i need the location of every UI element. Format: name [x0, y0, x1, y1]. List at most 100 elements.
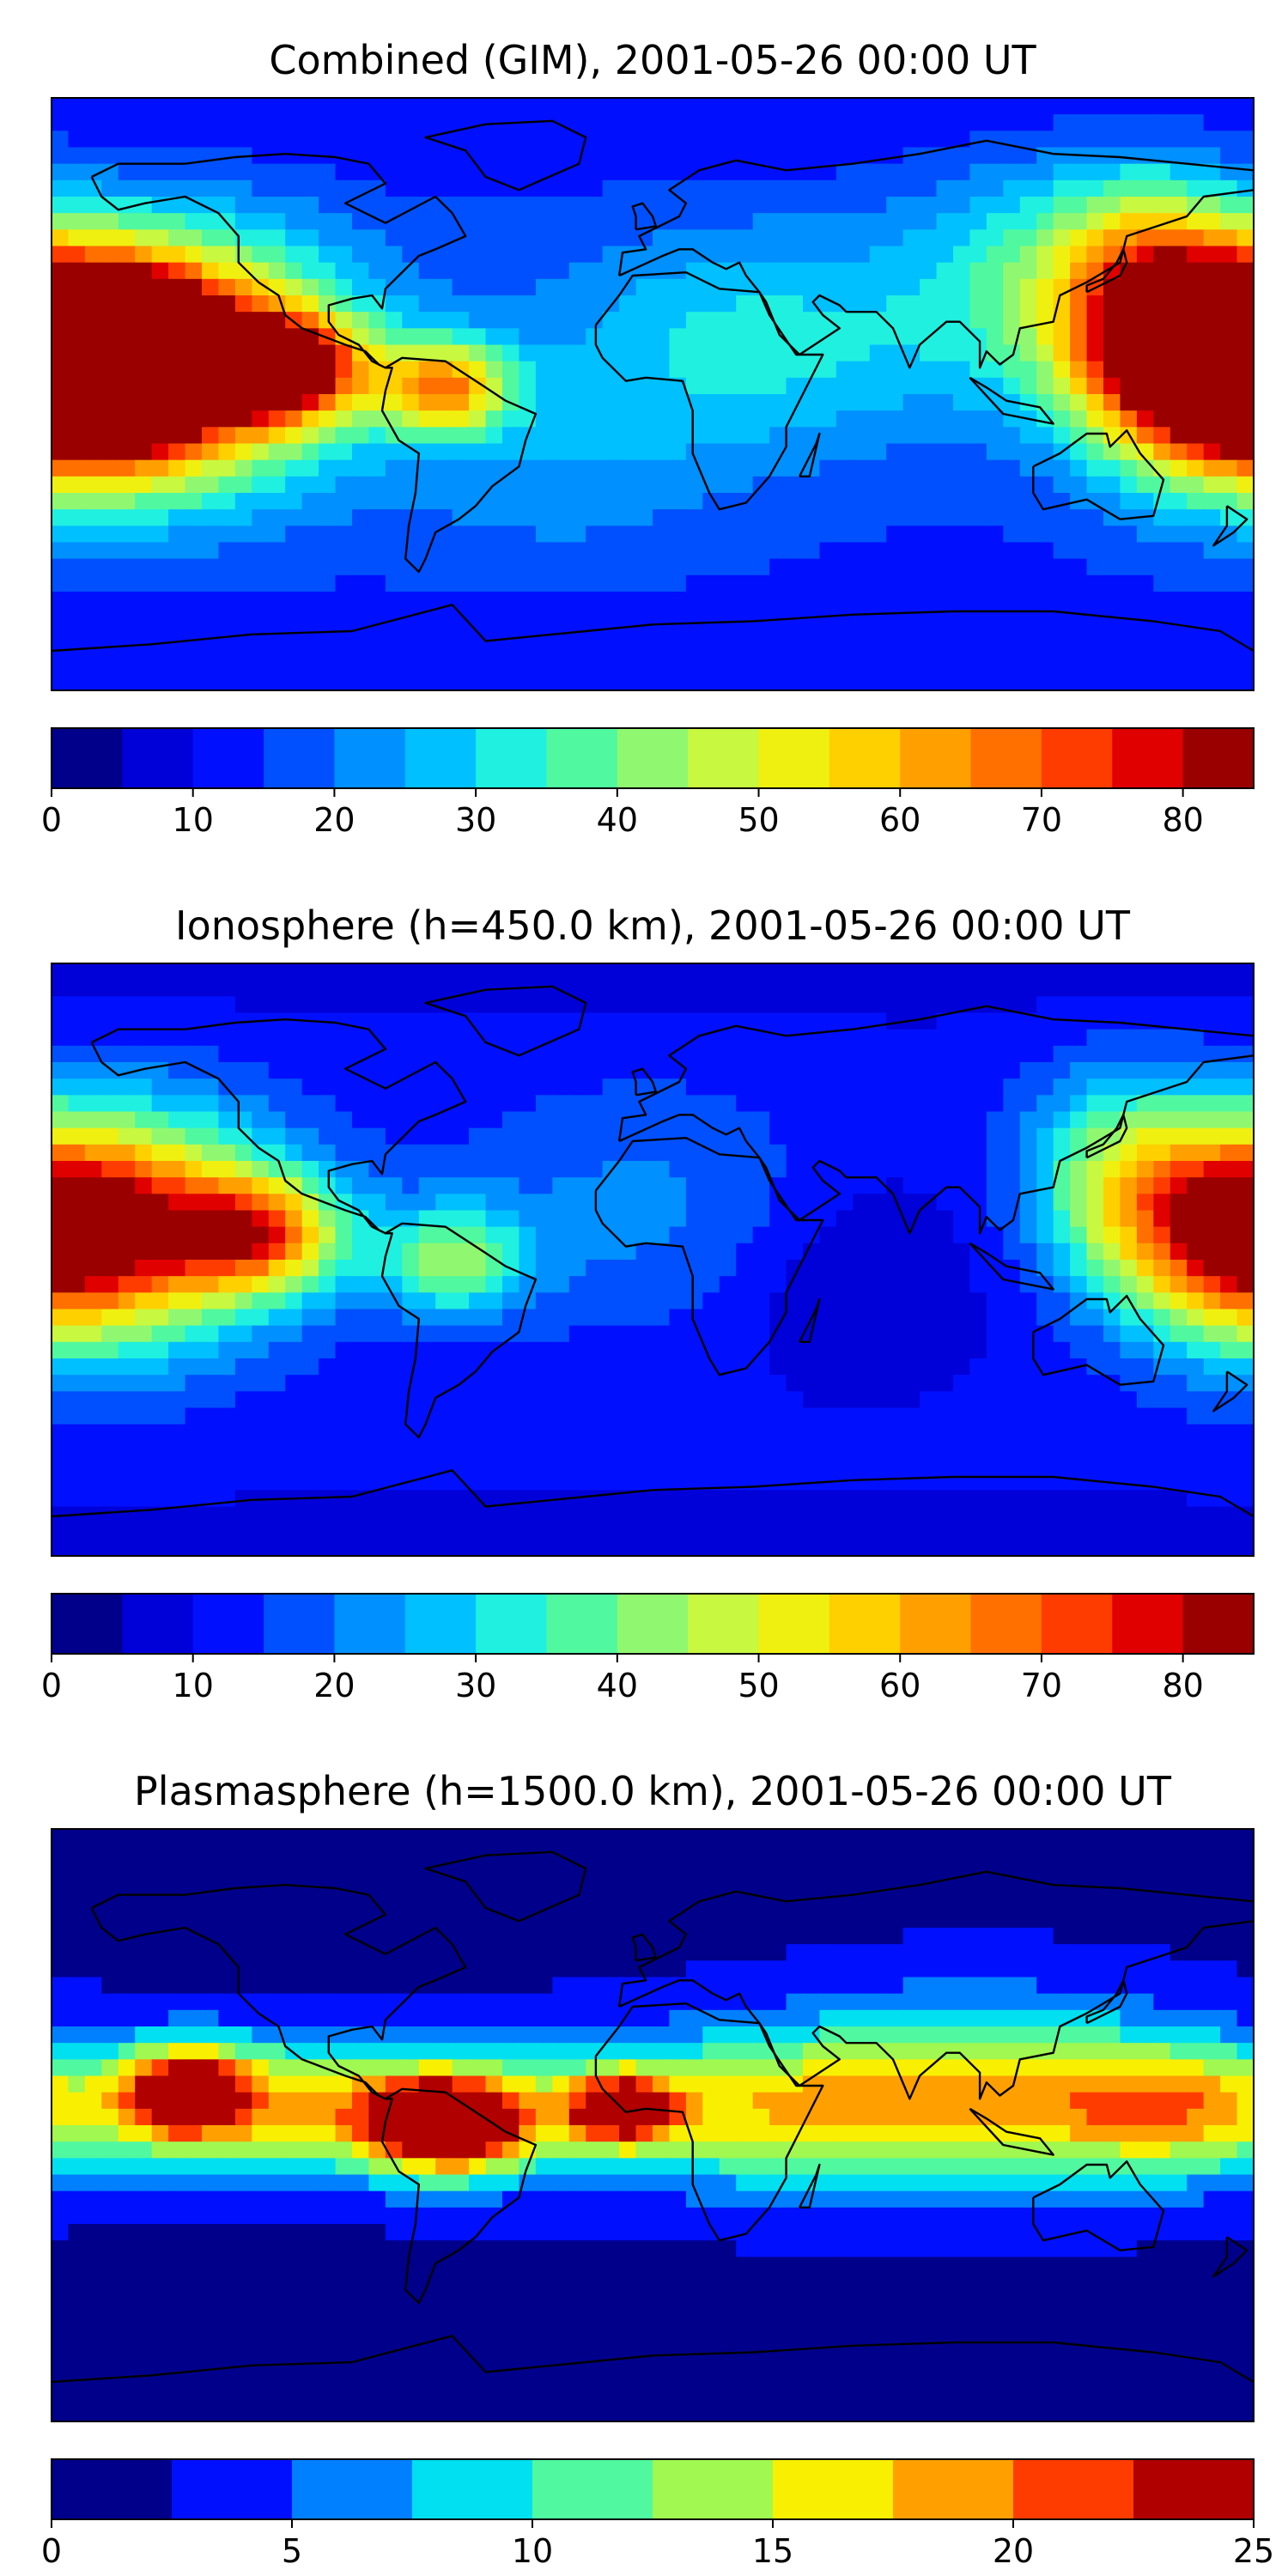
field-cell — [619, 509, 637, 526]
field-cell — [786, 179, 804, 197]
field-cell — [1187, 1309, 1205, 1327]
field-cell — [335, 980, 353, 997]
field-cell — [953, 1078, 971, 1096]
field-cell — [819, 427, 837, 445]
field-cell — [1053, 574, 1071, 592]
field-cell — [268, 459, 286, 477]
field-cell — [185, 1226, 203, 1244]
field-cell — [301, 443, 319, 461]
field-cell — [1120, 1457, 1138, 1474]
field-cell — [52, 1210, 70, 1228]
field-cell — [135, 1111, 153, 1129]
field-cell — [653, 1144, 671, 1162]
field-cell — [920, 229, 938, 247]
field-cell — [385, 558, 403, 576]
field-cell — [902, 278, 920, 296]
field-cell — [402, 1226, 420, 1244]
field-cell — [886, 229, 904, 247]
field-cell — [335, 996, 353, 1014]
field-cell — [1187, 996, 1205, 1014]
field-cell — [1036, 1391, 1054, 1409]
field-cell — [835, 1391, 854, 1409]
field-cell — [669, 526, 687, 544]
field-cell — [803, 476, 821, 494]
field-cell — [920, 1177, 938, 1194]
field-cell — [1136, 1226, 1154, 1244]
field-cell — [886, 592, 904, 609]
field-cell — [853, 344, 871, 362]
field-cell — [118, 592, 136, 609]
field-cell — [669, 980, 687, 997]
colorbar-tick-label: 60 — [879, 801, 920, 839]
field-cell — [1187, 1424, 1205, 1442]
field-cell — [502, 1309, 520, 1327]
field-cell — [234, 1062, 252, 1079]
map-title: Ionosphere (h=450.0 km), 2001-05-26 00:0… — [175, 902, 1131, 949]
field-cell — [335, 163, 353, 181]
field-cell — [234, 163, 252, 181]
field-cell — [52, 673, 70, 690]
field-cell — [902, 1391, 920, 1409]
colorbar-tick-label: 80 — [1162, 801, 1203, 839]
field-cell — [669, 1490, 687, 1508]
field-cell — [319, 608, 337, 625]
field-cell — [669, 996, 687, 1014]
coastline — [380, 356, 538, 574]
field-cell — [1236, 574, 1254, 592]
field-cell — [469, 1440, 487, 1458]
field-cell — [285, 980, 303, 997]
field-cell — [268, 1194, 286, 1212]
field-cell — [301, 246, 319, 264]
field-cell — [769, 179, 787, 197]
field-cell — [202, 1095, 220, 1113]
field-cell — [385, 312, 403, 329]
field-cell — [936, 1260, 954, 1277]
field-cell — [685, 526, 703, 544]
field-cell — [653, 574, 671, 592]
field-cell — [285, 377, 303, 395]
field-cell — [285, 328, 303, 346]
field-cell — [1053, 262, 1071, 280]
field-cell — [502, 1210, 520, 1228]
field-cell — [1003, 542, 1021, 560]
field-cell — [68, 592, 86, 609]
field-cell — [502, 1226, 520, 1244]
field-cell — [1086, 213, 1104, 230]
colorbar-swatch — [334, 728, 406, 788]
field-cell — [602, 1407, 620, 1425]
field-cell — [1136, 312, 1154, 329]
field-cell — [552, 459, 570, 477]
field-cell — [402, 1161, 420, 1178]
field-cell — [185, 509, 203, 526]
field-cell — [301, 1341, 319, 1359]
field-cell — [902, 312, 920, 329]
field-cell — [969, 1407, 987, 1425]
field-cell — [452, 1292, 470, 1310]
field-cell — [586, 641, 604, 659]
field-cell — [368, 1292, 386, 1310]
field-cell — [502, 558, 520, 576]
field-cell — [853, 295, 871, 313]
field-cell — [202, 1029, 220, 1047]
field-cell — [719, 1161, 737, 1178]
field-cell — [920, 1029, 938, 1047]
field-cell — [969, 1309, 987, 1327]
field-cell — [469, 509, 487, 526]
field-cell — [1136, 278, 1154, 296]
field-cell — [586, 1029, 604, 1047]
field-cell — [168, 673, 186, 690]
field-cell — [84, 1045, 102, 1063]
field-cell — [385, 131, 403, 149]
field-cell — [769, 1045, 787, 1063]
field-cell — [803, 213, 821, 230]
field-cell — [1103, 509, 1121, 526]
field-cell — [1070, 963, 1088, 981]
field-cell — [902, 1161, 920, 1178]
field-cell — [568, 394, 586, 411]
field-cell — [368, 114, 386, 131]
field-cell — [1019, 131, 1037, 149]
field-cell — [1187, 673, 1205, 690]
field-cell — [1053, 328, 1071, 346]
field-cell — [402, 1012, 420, 1030]
field-cell — [953, 1226, 971, 1244]
